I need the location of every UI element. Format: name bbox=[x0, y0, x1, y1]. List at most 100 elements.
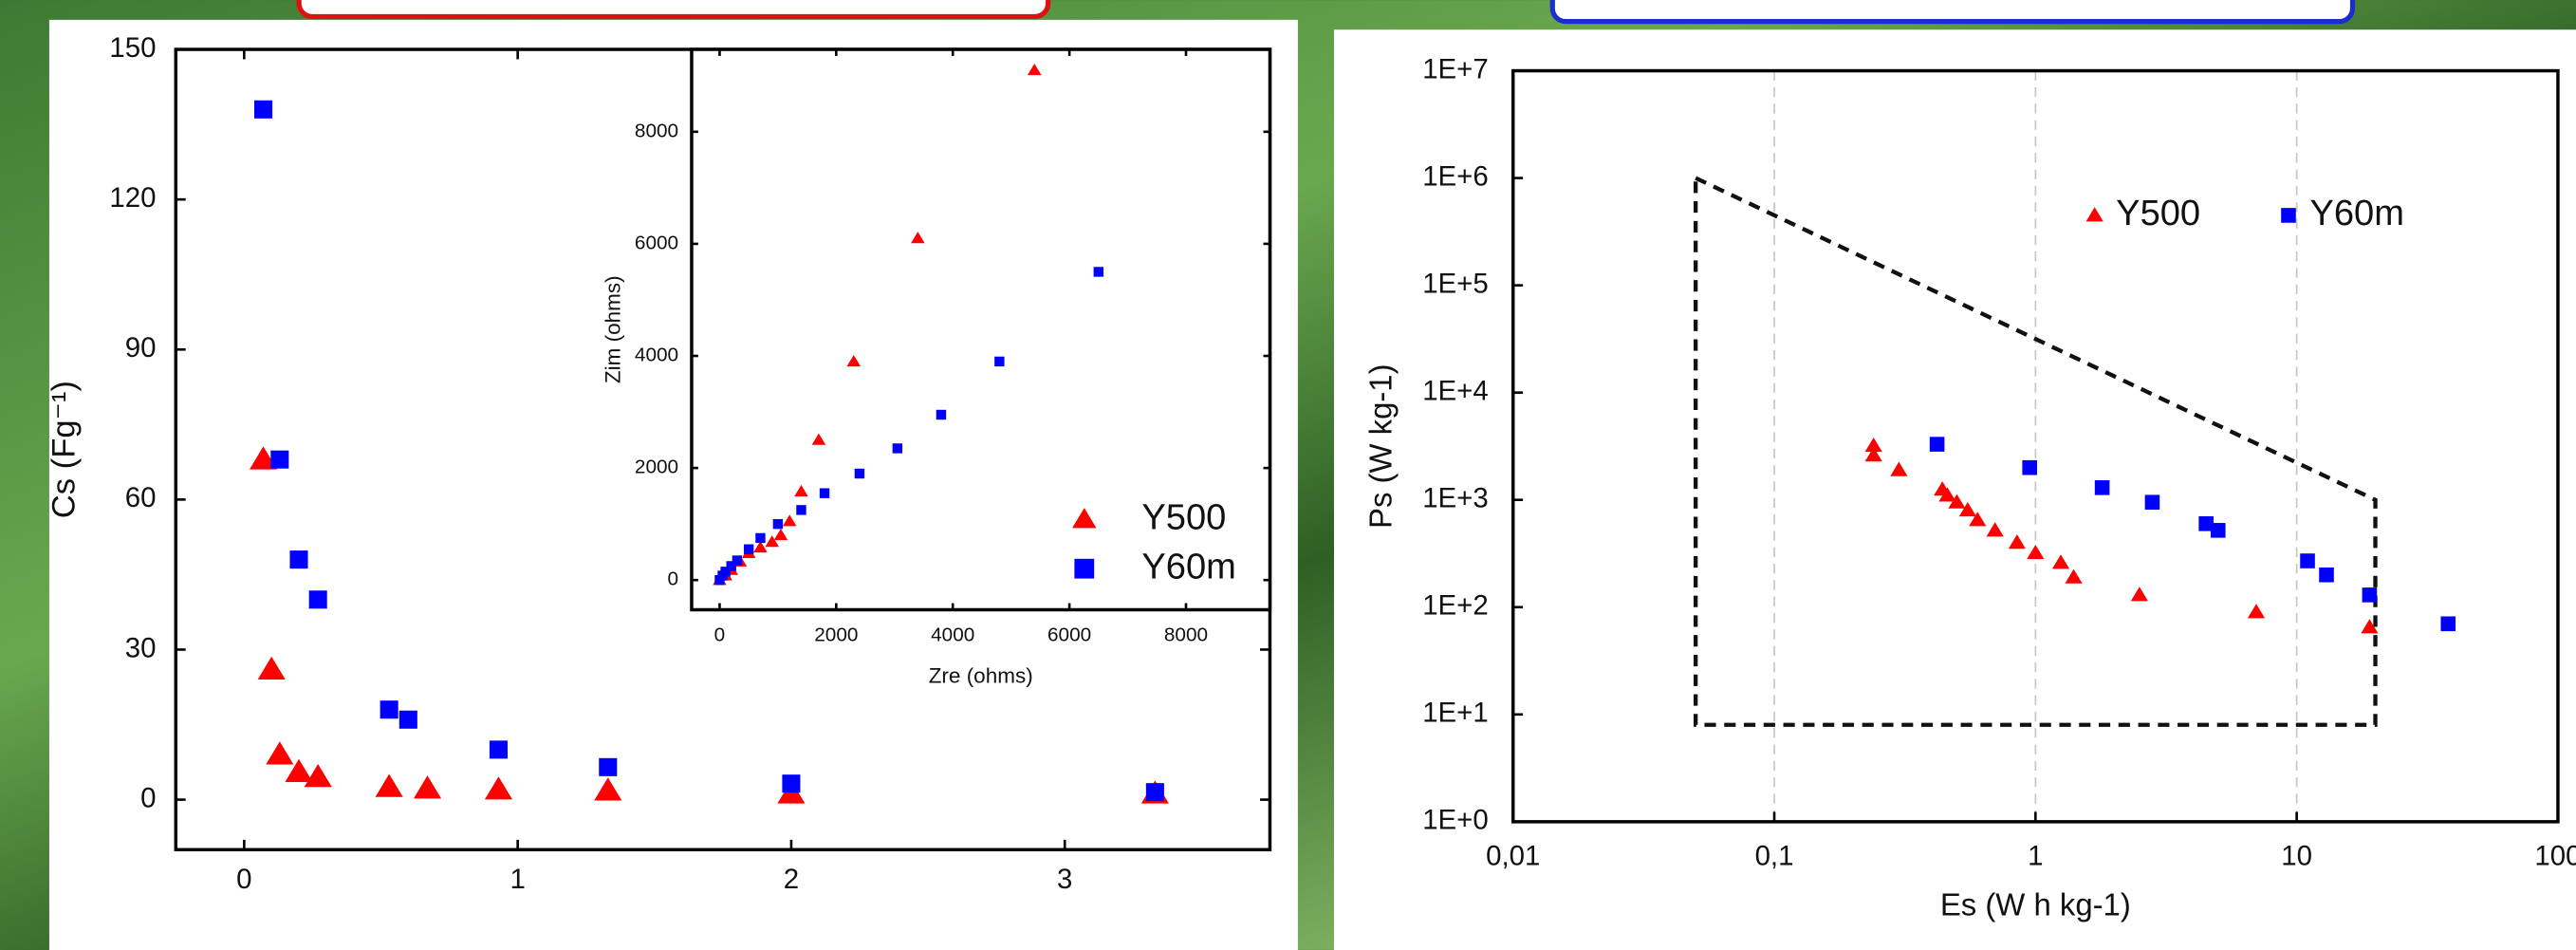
legend-label: Y500 bbox=[1141, 497, 1226, 537]
data-point bbox=[413, 775, 442, 799]
data-point bbox=[755, 532, 766, 544]
plot-frame bbox=[690, 47, 1272, 612]
legend-marker bbox=[2085, 207, 2103, 222]
data-point bbox=[994, 356, 1005, 367]
legend-label: Y500 bbox=[2116, 194, 2200, 233]
y-tick-label: 1E+6 bbox=[1422, 160, 1489, 192]
right-panel bbox=[1333, 29, 2576, 950]
data-point bbox=[380, 700, 398, 719]
data-point bbox=[846, 354, 862, 367]
data-point bbox=[1938, 487, 1956, 502]
data-point bbox=[773, 529, 788, 541]
y-tick-label: 1E+2 bbox=[1422, 590, 1489, 622]
y-tick-label: 4000 bbox=[635, 344, 678, 365]
data-point bbox=[489, 740, 508, 759]
y-tick-label: 150 bbox=[109, 32, 156, 64]
legend-label: Y60m bbox=[2309, 194, 2403, 233]
data-point bbox=[2300, 553, 2315, 568]
data-point bbox=[2130, 587, 2148, 602]
data-point bbox=[266, 741, 294, 765]
data-point bbox=[484, 776, 513, 800]
data-point bbox=[720, 567, 731, 577]
data-point bbox=[1027, 63, 1042, 76]
plot-frame bbox=[1510, 68, 2560, 824]
y-tick-label: 0 bbox=[668, 568, 679, 590]
data-point bbox=[2094, 480, 2110, 495]
data-point bbox=[1145, 783, 1164, 802]
data-point bbox=[257, 656, 286, 680]
data-point bbox=[772, 518, 784, 530]
data-point bbox=[911, 232, 925, 244]
data-point bbox=[594, 777, 622, 801]
x-tick-label: 2 bbox=[784, 864, 799, 895]
x-tick-label: 2000 bbox=[814, 624, 858, 646]
data-point bbox=[726, 561, 736, 571]
y-tick-label: 0 bbox=[140, 782, 156, 813]
y-tick-label: 1E+1 bbox=[1422, 698, 1489, 729]
red-header-box bbox=[296, 0, 1051, 20]
data-point bbox=[249, 446, 278, 470]
data-point bbox=[2319, 567, 2334, 583]
y-tick-label: 120 bbox=[109, 182, 156, 214]
data-point bbox=[892, 443, 903, 454]
x-tick-label: 10 bbox=[2281, 841, 2312, 872]
y-tick-label: 30 bbox=[125, 632, 157, 663]
data-point bbox=[398, 710, 417, 729]
data-point bbox=[819, 488, 830, 498]
data-point bbox=[1986, 522, 2004, 537]
data-point bbox=[2361, 619, 2379, 634]
x-tick-label: 0 bbox=[236, 864, 251, 895]
data-point bbox=[1864, 437, 1882, 453]
legend-marker bbox=[2281, 208, 2296, 223]
y-tick-label: 60 bbox=[125, 482, 157, 513]
y-tick-label: 1E+0 bbox=[1422, 805, 1489, 836]
data-point bbox=[270, 450, 289, 469]
data-point bbox=[2440, 616, 2456, 632]
legend-label: Y60m bbox=[1141, 547, 1235, 587]
data-point bbox=[375, 773, 403, 797]
data-point bbox=[2027, 545, 2045, 560]
y-tick-label: 1E+4 bbox=[1422, 375, 1489, 406]
data-point bbox=[794, 484, 808, 497]
y-tick-label: 90 bbox=[125, 332, 157, 363]
data-point bbox=[2362, 587, 2378, 603]
x-tick-label: 6000 bbox=[1047, 624, 1091, 646]
y-tick-label: 8000 bbox=[635, 120, 678, 141]
data-point bbox=[2198, 516, 2214, 531]
y-axis-label: Zim (ohms) bbox=[602, 275, 625, 383]
y-tick-label: 1E+5 bbox=[1422, 268, 1489, 299]
x-tick-label: 4000 bbox=[931, 624, 974, 646]
data-point bbox=[796, 505, 806, 515]
data-point bbox=[936, 409, 947, 420]
data-point bbox=[599, 757, 618, 776]
legend-marker bbox=[1072, 508, 1097, 529]
data-point bbox=[254, 100, 273, 119]
y-tick-label: 2000 bbox=[635, 456, 678, 478]
data-point bbox=[782, 514, 797, 527]
region-outline bbox=[1693, 175, 2378, 727]
data-point bbox=[2210, 523, 2226, 538]
x-tick-label: 3 bbox=[1057, 864, 1072, 895]
data-point bbox=[753, 541, 768, 553]
data-point bbox=[1958, 502, 1976, 517]
x-tick-label: 0,01 bbox=[1486, 841, 1540, 872]
x-tick-label: 0 bbox=[714, 624, 726, 646]
x-axis-label: Es (W h kg-1) bbox=[1940, 887, 2131, 922]
data-point bbox=[2144, 494, 2160, 511]
data-point bbox=[2065, 568, 2083, 584]
data-point bbox=[782, 774, 801, 793]
data-point bbox=[2022, 459, 2037, 475]
blue-header-box bbox=[1549, 0, 2356, 25]
data-point bbox=[1864, 447, 1882, 462]
x-tick-label: 1 bbox=[510, 864, 525, 895]
data-point bbox=[811, 433, 826, 445]
x-axis-label: Zre (ohms) bbox=[929, 663, 1033, 687]
y-tick-label: 6000 bbox=[635, 232, 678, 253]
data-point bbox=[1890, 461, 1908, 476]
data-point bbox=[304, 764, 332, 788]
data-point bbox=[765, 535, 780, 548]
x-tick-label: 8000 bbox=[1164, 624, 1208, 646]
y-axis-label: Cs (Fg⁻¹) bbox=[46, 381, 82, 518]
data-point bbox=[1969, 512, 1987, 527]
